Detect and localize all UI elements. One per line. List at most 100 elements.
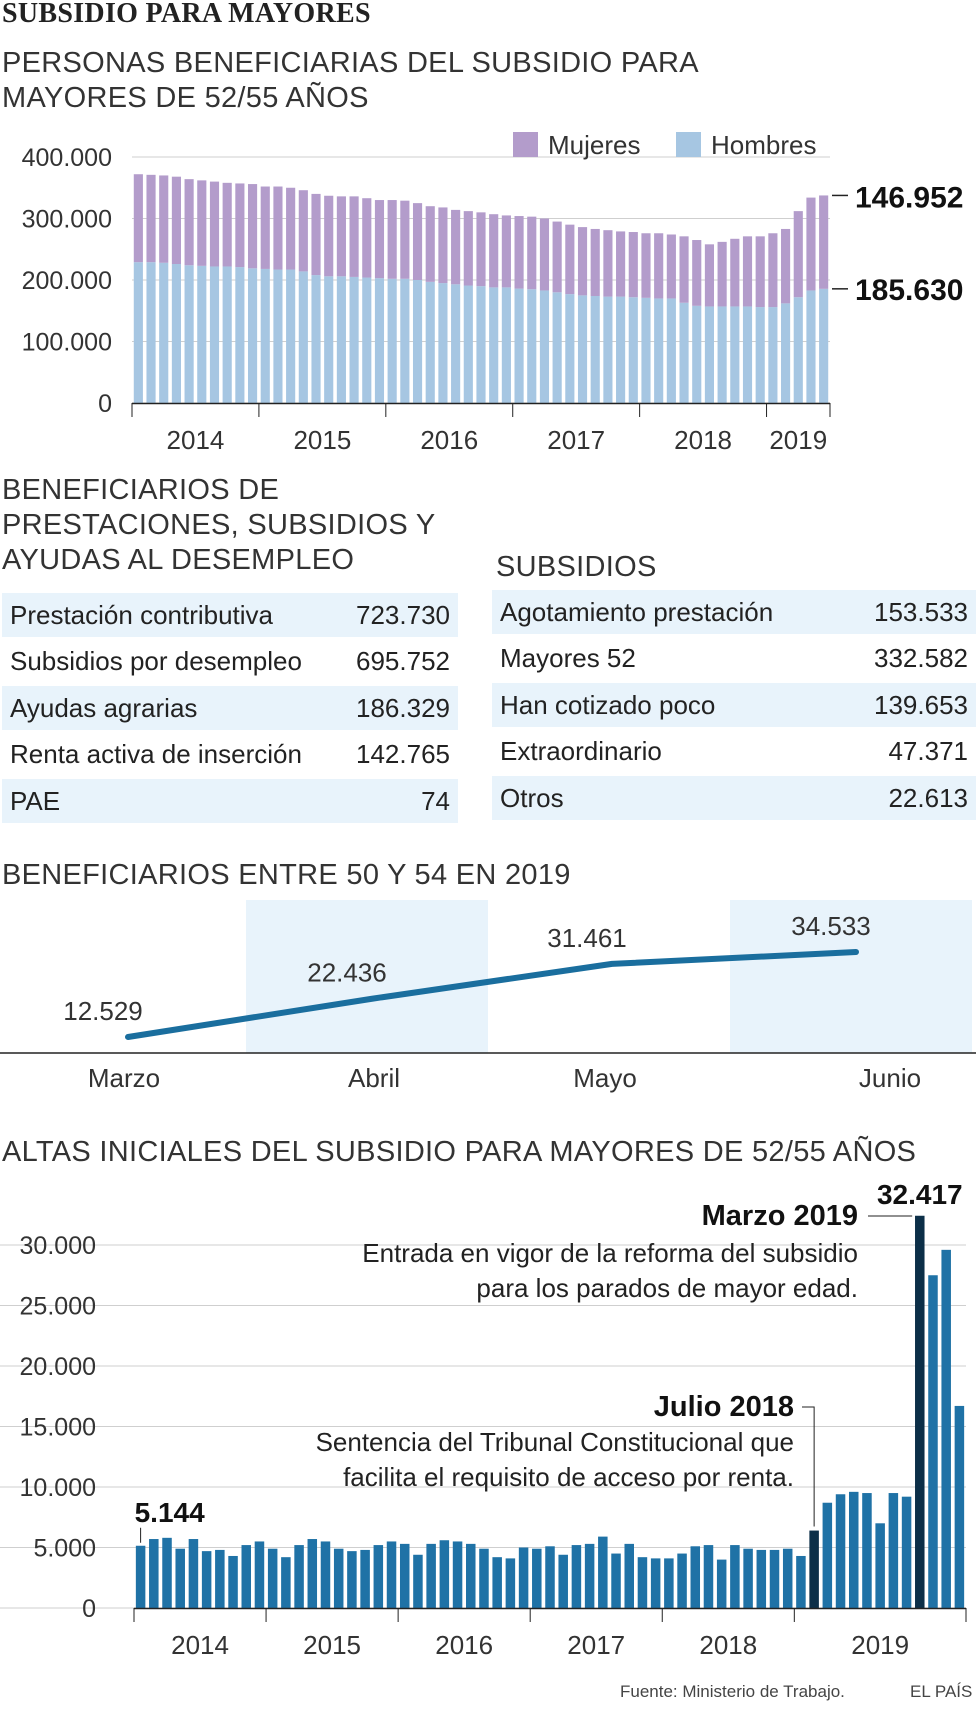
bar	[690, 1546, 701, 1608]
bar	[267, 1548, 278, 1608]
y-tick-label: 30.000	[20, 1232, 96, 1260]
bar	[875, 1523, 885, 1608]
bar	[307, 1539, 318, 1608]
bar-hombres	[298, 271, 308, 403]
bar-hombres	[527, 289, 537, 403]
bar	[215, 1549, 225, 1608]
table-row-label: Extraordinario	[500, 736, 662, 766]
table-row-label: PAE	[10, 785, 61, 816]
x-year-label: 2019	[851, 1630, 909, 1660]
bar-mujeres	[146, 174, 156, 263]
bar-mujeres	[476, 212, 486, 287]
bar-hombres	[577, 295, 588, 403]
bar	[928, 1275, 938, 1608]
table-row-value: 47.371	[888, 736, 968, 766]
bar-mujeres	[654, 233, 664, 299]
table-row-value: 695.752	[356, 646, 450, 676]
bar-mujeres	[704, 244, 715, 307]
bar	[835, 1494, 846, 1608]
table-row-label: Mayores 52	[500, 643, 636, 673]
bar-mujeres	[425, 206, 435, 282]
bar	[954, 1405, 965, 1608]
bar-mujeres	[260, 186, 270, 269]
bar	[822, 1502, 833, 1608]
x-year-label: 2015	[293, 425, 351, 455]
chart1-title-line1: PERSONAS BENEFICIARIAS DEL SUBSIDIO PARA	[2, 47, 699, 79]
bar-hombres	[628, 297, 638, 403]
bar	[399, 1543, 410, 1608]
bar-hombres	[806, 290, 816, 403]
bar	[650, 1558, 661, 1608]
bar	[149, 1539, 159, 1608]
table-row: PAE 74	[2, 779, 458, 823]
data-label: 34.533	[791, 911, 871, 941]
annotation-marzo-line2: para los parados de mayor edad.	[476, 1273, 858, 1303]
bar-mujeres	[286, 187, 296, 270]
bar-mujeres	[133, 174, 143, 263]
bar	[901, 1496, 912, 1608]
bar-mujeres	[197, 180, 207, 266]
bar-mujeres	[781, 228, 791, 304]
bar-hombres	[539, 290, 550, 403]
table-main-title-line3: AYUDAS AL DESEMPLEO	[2, 544, 355, 576]
bar	[492, 1557, 502, 1608]
bar	[281, 1557, 291, 1608]
x-year-label: 2017	[547, 425, 605, 455]
y-tick-label: 5.000	[33, 1535, 96, 1563]
bar-mujeres	[209, 181, 220, 267]
x-year-label: 2018	[699, 1630, 757, 1660]
bar	[888, 1493, 899, 1608]
bar-mujeres	[641, 233, 651, 298]
bar-mujeres	[768, 233, 778, 308]
bar	[333, 1548, 344, 1608]
bar-hombres	[641, 297, 651, 403]
bar	[188, 1539, 199, 1608]
bar-mujeres	[311, 193, 321, 276]
bar	[598, 1536, 608, 1608]
bar	[175, 1548, 185, 1608]
x-year-label: 2014	[171, 1630, 229, 1660]
bar-hombres	[159, 262, 169, 403]
bar	[624, 1543, 634, 1608]
table-row-label: Subsidios por desempleo	[10, 646, 302, 676]
bar	[848, 1491, 859, 1608]
bar	[360, 1549, 370, 1608]
bar	[637, 1557, 648, 1608]
x-year-label: 2019	[769, 425, 827, 455]
bar-hombres	[387, 278, 397, 403]
bar-mujeres	[489, 214, 499, 288]
data-label: 22.436	[307, 958, 387, 988]
bar-mujeres	[755, 236, 765, 308]
bar	[545, 1546, 555, 1608]
bar-mujeres	[362, 198, 372, 278]
bar-mujeres	[565, 224, 575, 295]
y-tick-label: 20.000	[20, 1353, 96, 1381]
table-row: Prestación contributiva 723.730	[2, 593, 458, 637]
table-row-label: Otros	[500, 782, 564, 813]
bar-hombres	[235, 267, 245, 403]
bar-hombres	[742, 306, 753, 403]
bar	[135, 1545, 146, 1608]
bar-mujeres	[501, 215, 511, 288]
bar-hombres	[666, 298, 676, 403]
bar	[426, 1543, 436, 1608]
y-tick-label: 100.000	[22, 329, 112, 357]
bar-hombres	[476, 286, 486, 403]
bar	[558, 1554, 568, 1608]
altas-bar-chart: 0 5.000 10.000 15.000 20.000 25.000 30.000 2014…	[0, 1179, 967, 1660]
bar-hombres	[514, 288, 524, 403]
bar-mujeres	[577, 227, 588, 296]
bar-hombres	[616, 296, 626, 403]
table-row-label: Renta activa de inserción	[10, 739, 302, 769]
bar	[162, 1537, 172, 1608]
bar-mujeres	[171, 176, 181, 265]
y-tick-label: 15.000	[20, 1414, 96, 1442]
bar	[743, 1548, 753, 1608]
bar	[466, 1543, 476, 1608]
bar	[941, 1249, 951, 1608]
end-label-hombres: 185.630	[855, 274, 963, 307]
bar-hombres	[247, 268, 258, 403]
table-row-value: 139.653	[874, 689, 968, 720]
bar-hombres	[133, 262, 143, 403]
bar-mujeres	[159, 175, 169, 263]
